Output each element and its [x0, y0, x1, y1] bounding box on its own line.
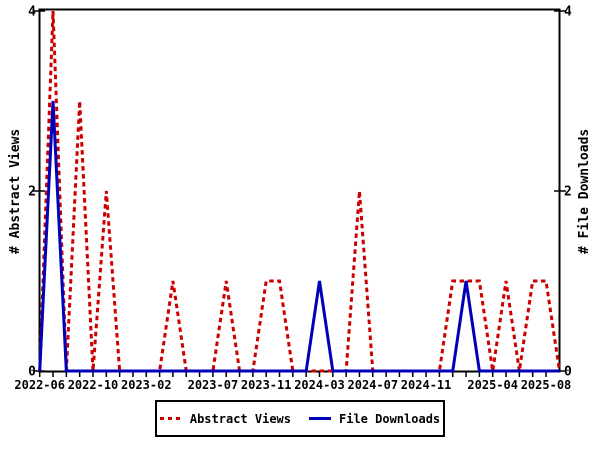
x-tick-label: 2024-11	[401, 378, 452, 392]
legend-item-abstract-views: Abstract Views	[159, 411, 291, 426]
x-tick-label: 2025-04	[467, 378, 518, 392]
series-line-abstract-views	[38, 10, 561, 373]
plot-border	[38, 8, 561, 373]
y-tick-label-left: 2	[28, 185, 36, 200]
legend: Abstract Views File Downloads	[155, 400, 445, 437]
x-tick-label: 2022-06	[14, 378, 65, 392]
file-downloads-line-sample	[309, 417, 331, 420]
x-tick-label: 2023-11	[241, 378, 292, 392]
y-axis-title-left: # Abstract Views	[8, 128, 23, 254]
y-tick-label-right: 0	[564, 365, 572, 380]
x-tick-label: 2022-10	[68, 378, 119, 392]
y-tick-label-left: 0	[28, 365, 36, 380]
x-tick-label: 2023-02	[121, 378, 172, 392]
x-tick-label: 2025-08	[521, 378, 572, 392]
series-line-file-downloads	[38, 100, 560, 373]
y-tick-label-right: 4	[564, 5, 572, 20]
x-tick-label: 2024-07	[348, 378, 399, 392]
x-tick-label: 2023-07	[188, 378, 239, 392]
x-tick-label: 2024-03	[294, 378, 345, 392]
y-tick-label-right: 2	[564, 185, 572, 200]
legend-label-abstract-views: Abstract Views	[189, 411, 291, 426]
y-axis-title-right: # File Downloads	[577, 128, 592, 254]
abstract-views-line-sample	[159, 417, 182, 420]
y-tick-label-left: 4	[28, 5, 36, 20]
legend-item-file-downloads: File Downloads	[309, 412, 440, 426]
legend-label-file-downloads: File Downloads	[339, 411, 441, 426]
